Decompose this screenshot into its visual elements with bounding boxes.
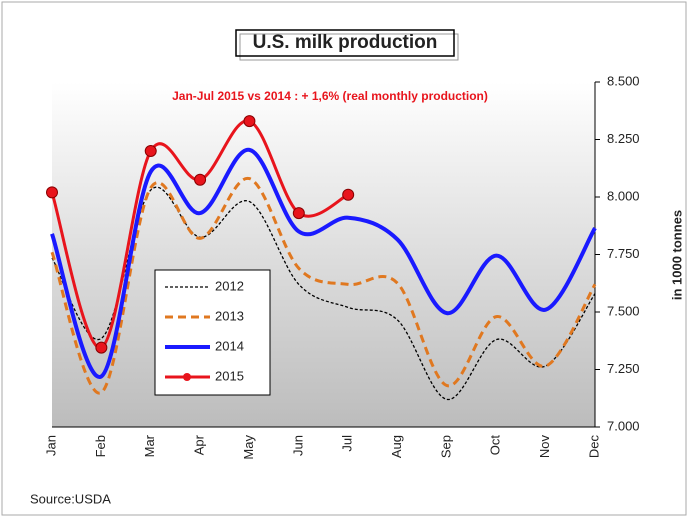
y-tick-label: 7.250 — [607, 361, 640, 376]
x-tick-label: May — [241, 435, 256, 460]
x-tick-label: Jul — [340, 435, 355, 452]
y-tick-label: 7.000 — [607, 418, 640, 433]
x-tick-label: Jan — [43, 435, 58, 456]
x-tick-label: Aug — [389, 435, 404, 458]
x-tick-label: Dec — [586, 435, 601, 459]
legend-label: 2014 — [215, 338, 244, 353]
point — [292, 207, 305, 220]
point — [144, 145, 157, 157]
title-shadow — [239, 33, 459, 61]
legend-label: 2012 — [215, 278, 244, 293]
point — [95, 341, 108, 354]
y-tick-label: 7.750 — [607, 246, 640, 261]
legend — [154, 269, 271, 396]
chart-title: U.S. milk production — [253, 32, 438, 53]
legend-marker — [183, 373, 191, 381]
series-line — [50, 177, 597, 395]
series-line — [50, 147, 597, 379]
x-tick-label: Apr — [192, 434, 207, 455]
point — [243, 115, 256, 128]
y-tick-label: 8.250 — [607, 131, 640, 146]
x-tick-label: Mar — [142, 434, 157, 457]
series-line — [51, 186, 596, 401]
x-tick-label: Sep — [438, 435, 453, 458]
plot-area — [52, 82, 595, 427]
point — [342, 188, 355, 201]
x-tick-label: Jun — [290, 435, 305, 456]
x-tick-label: Nov — [537, 435, 552, 459]
x-tick-label: Oct — [488, 435, 503, 456]
title-box — [235, 29, 455, 57]
legend-label: 2015 — [215, 368, 244, 383]
point — [46, 186, 58, 199]
source: Source:USDA — [30, 491, 111, 506]
legend-label: 2013 — [215, 308, 244, 323]
y-axis-label: in 1000 tonnes — [669, 210, 684, 300]
y-tick-label: 8.500 — [607, 73, 640, 88]
x-tick-label: Feb — [93, 435, 108, 457]
point — [194, 173, 207, 186]
y-tick-label: 7.500 — [607, 303, 640, 318]
y-tick-label: 8.000 — [607, 188, 640, 203]
annotation: Jan-Jul 2015 vs 2014 : + 1,6% (real mont… — [172, 89, 488, 103]
